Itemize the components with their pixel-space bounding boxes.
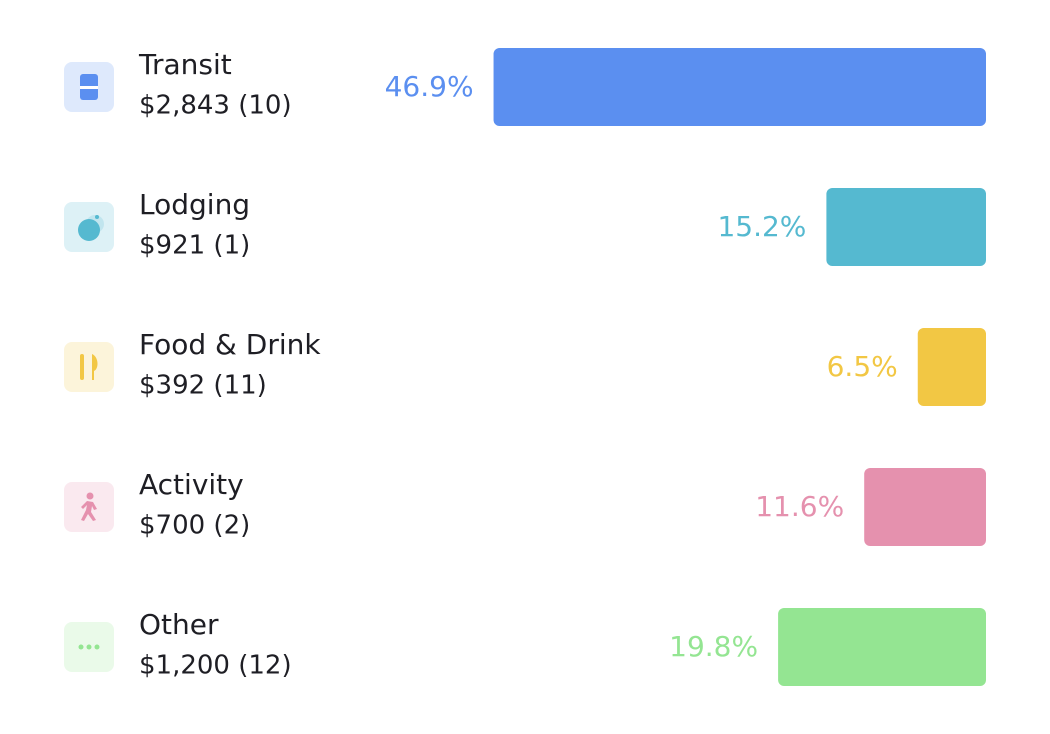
percent-label: 46.9% <box>385 70 474 103</box>
icon-shape <box>78 219 100 241</box>
category-name: Activity <box>139 468 244 501</box>
percent-label: 11.6% <box>755 490 844 523</box>
category-detail: $921 (1) <box>139 231 250 261</box>
category-row: Food & Drink $392 (11) 6.5% <box>64 328 986 406</box>
icon-cut <box>86 215 104 233</box>
icon-body <box>81 501 97 521</box>
category-name: Lodging <box>139 188 250 221</box>
icon-head <box>86 492 94 500</box>
category-icon <box>81 492 97 521</box>
icon-dot <box>86 644 92 650</box>
category-detail: $2,843 (10) <box>139 91 292 121</box>
category-detail: $700 (2) <box>139 511 250 541</box>
bar <box>864 468 986 546</box>
category-row: Other $1,200 (12) 19.8% <box>64 608 986 686</box>
icon-background <box>64 342 114 392</box>
percent-label: 19.8% <box>669 630 758 663</box>
bar <box>917 328 986 406</box>
category-icon <box>80 74 98 100</box>
bar <box>826 188 986 266</box>
bar <box>493 48 986 126</box>
percent-label: 15.2% <box>717 210 806 243</box>
icon-cut <box>80 86 98 89</box>
category-icon <box>78 644 100 650</box>
percent-label: 6.5% <box>827 350 898 383</box>
category-detail: $392 (11) <box>139 371 267 401</box>
category-icon <box>78 215 104 241</box>
category-detail: $1,200 (12) <box>139 651 292 681</box>
icon-knife <box>92 354 98 380</box>
bar <box>778 608 986 686</box>
category-row: Lodging $921 (1) 15.2% <box>64 188 986 266</box>
icon-fork <box>80 354 84 380</box>
icon-dot <box>94 644 100 650</box>
category-icon <box>80 354 98 380</box>
category-row: Activity $700 (2) 11.6% <box>64 468 986 546</box>
category-name: Food & Drink <box>139 328 321 361</box>
icon-dot <box>95 215 99 219</box>
category-name: Other <box>139 608 219 641</box>
icon-dot <box>78 644 84 650</box>
category-name: Transit <box>138 48 232 81</box>
category-row: Transit $2,843 (10) 46.9% <box>64 48 986 126</box>
